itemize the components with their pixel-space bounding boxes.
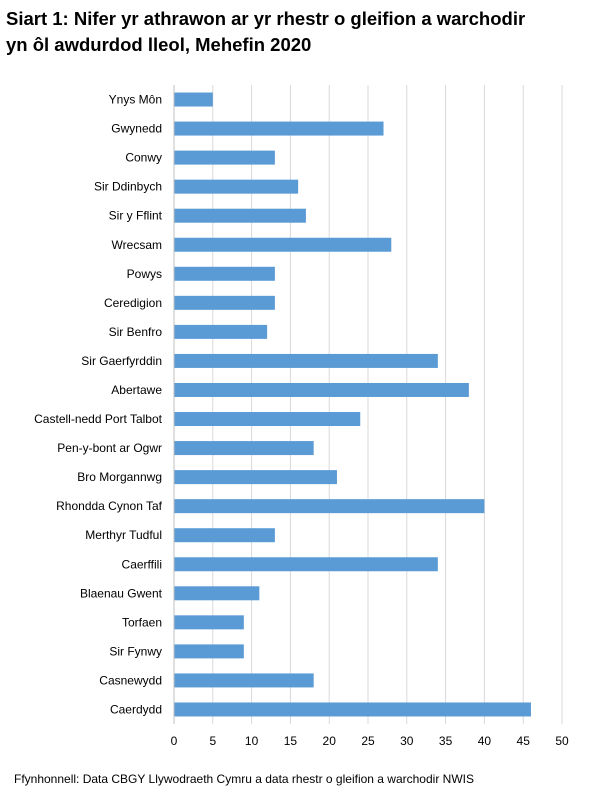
bar-19 — [174, 615, 244, 630]
category-label-20: Sir Fynwy — [109, 644, 162, 658]
category-label-21: Casnewydd — [99, 673, 162, 687]
category-label-19: Torfaen — [122, 615, 162, 629]
bar-18 — [174, 586, 260, 601]
category-label-11: Abertawe — [111, 383, 162, 397]
bar-2 — [174, 121, 384, 136]
category-label-6: Wrecsam — [112, 238, 162, 252]
x-tick-label-0: 0 — [171, 734, 178, 748]
category-label-9: Sir Benfro — [109, 325, 163, 339]
bar-7 — [174, 266, 275, 281]
bar-chart: Ynys Môn Gwynedd Conwy Sir Ddinbych Sir y Ff… — [34, 85, 569, 748]
bar-21 — [174, 673, 314, 688]
category-label-7: Powys — [127, 267, 162, 281]
category-label-17: Caerffili — [122, 557, 162, 571]
chart-title-line-2: yn ôl awdurdod lleol, Mehefin 2020 — [6, 34, 312, 55]
bar-3 — [174, 150, 275, 165]
category-label-18: Blaenau Gwent — [80, 586, 163, 600]
x-tick-label-5: 5 — [209, 734, 216, 748]
category-label-22: Caerdydd — [110, 702, 162, 716]
bar-11 — [174, 382, 469, 397]
category-label-12: Castell-nedd Port Talbot — [34, 412, 163, 426]
bar-1 — [174, 92, 213, 107]
bar-9 — [174, 324, 268, 339]
bar-17 — [174, 557, 438, 572]
bar-22 — [174, 702, 531, 717]
category-labels: Ynys Môn Gwynedd Conwy Sir Ddinbych Sir y Ff… — [34, 93, 163, 717]
category-label-16: Merthyr Tudful — [85, 528, 162, 542]
chart-title-line-1: Siart 1: Nifer yr athrawon ar yr rhestr … — [6, 8, 526, 29]
bar-6 — [174, 237, 392, 252]
x-tick-label-20: 20 — [323, 734, 337, 748]
category-label-5: Sir y Fflint — [109, 209, 163, 223]
x-tick-label-50: 50 — [555, 734, 569, 748]
bar-8 — [174, 295, 275, 310]
chart-title: Siart 1: Nifer yr athrawon ar yr rhestr … — [6, 6, 586, 58]
category-label-13: Pen-y-bont ar Ogwr — [57, 441, 162, 455]
category-label-4: Sir Ddinbych — [94, 180, 162, 194]
bar-20 — [174, 644, 244, 659]
x-tick-label-15: 15 — [284, 734, 298, 748]
category-label-1: Ynys Môn — [109, 93, 162, 107]
category-label-15: Rhondda Cynon Taf — [56, 499, 163, 513]
category-label-3: Conwy — [125, 151, 162, 165]
x-tick-label-45: 45 — [517, 734, 531, 748]
bar-10 — [174, 353, 438, 368]
bar-5 — [174, 208, 306, 223]
category-label-8: Ceredigion — [104, 296, 162, 310]
x-tick-label-35: 35 — [439, 734, 453, 748]
bar-15 — [174, 499, 485, 514]
bar-16 — [174, 528, 275, 543]
category-label-2: Gwynedd — [111, 122, 162, 136]
category-label-10: Sir Gaerfyrddin — [81, 354, 162, 368]
bar-4 — [174, 179, 299, 194]
x-tick-label-30: 30 — [400, 734, 414, 748]
source-note: Ffynhonnell: Data CBGY Llywodraeth Cymru… — [14, 772, 474, 786]
x-tick-label-40: 40 — [478, 734, 492, 748]
bars — [174, 92, 531, 717]
bar-12 — [174, 412, 361, 427]
x-tick-label-25: 25 — [361, 734, 375, 748]
bar-13 — [174, 441, 314, 456]
bar-14 — [174, 470, 337, 485]
category-label-14: Bro Morgannwg — [77, 470, 162, 484]
x-tick-label-10: 10 — [245, 734, 259, 748]
x-tick-labels: 0 5 10 15 20 25 30 35 40 45 50 — [171, 734, 569, 748]
